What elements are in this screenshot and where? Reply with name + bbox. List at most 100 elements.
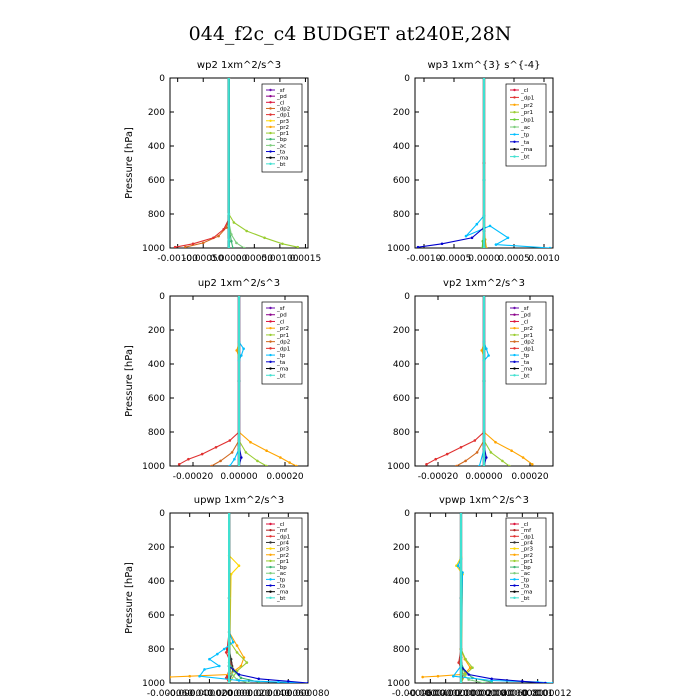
legend-marker-cl [513, 522, 516, 526]
legend-marker-ta [269, 150, 272, 153]
series-point-dp2 [475, 451, 479, 454]
series-point-ac [247, 681, 251, 683]
series-line-ta [417, 78, 485, 248]
legend-label: _bp1 [520, 118, 534, 124]
series-point-tp [216, 652, 219, 656]
series-point-bt [237, 379, 241, 383]
legend-label: _tp [276, 353, 286, 359]
y-tick-label: 1000 [142, 679, 165, 689]
series-point-pr2 [521, 456, 525, 459]
series-point-pr2 [494, 440, 497, 444]
series-point-pr2 [480, 349, 484, 352]
x-tick-label: -0.0005 [437, 254, 472, 264]
legend-label: _bt [520, 373, 530, 379]
series-line-tp [198, 513, 308, 683]
x-tick-label: 0.00100 [261, 254, 298, 264]
legend-label: _cl [276, 100, 285, 106]
legend-marker-ma [513, 148, 516, 151]
legend-box [505, 301, 547, 385]
x-tick-label: 0.00000 [220, 472, 257, 482]
series-point-bp [230, 239, 233, 243]
series-point-pr1 [489, 451, 493, 454]
series-point-bt [237, 296, 241, 298]
y-tick-label: 800 [393, 210, 410, 220]
legend-label: _pr2 [276, 125, 289, 131]
series-point-ac [467, 678, 470, 681]
series-line-dp2 [456, 296, 485, 466]
y-tick-label: 600 [148, 611, 165, 621]
x-tick-label: -0.00100 [157, 254, 198, 264]
legend: _sf_pd_cl_dp2_dp1_pr3_pr2_pr1_bp_ac_ta_m… [261, 83, 303, 173]
x-tick-label: 0.000020 [227, 689, 270, 699]
legend: _cl_dp1 _pr2_pr1 _bp1_ac_tp _ta_ma _bt [505, 83, 547, 167]
legend-label: _ac [276, 571, 286, 577]
series-point-pr1 [263, 236, 266, 240]
legend-marker-pd [513, 313, 516, 316]
series-group [425, 296, 534, 466]
series-point-ta [470, 236, 474, 240]
legend-label: _ta [520, 140, 529, 146]
legend-label: _dp1 [276, 534, 290, 540]
series-point-dp1 [222, 228, 225, 231]
series-point-pr2 [295, 464, 298, 466]
legend-marker-tp [269, 578, 272, 581]
legend-marker-cl [513, 320, 516, 323]
legend-label: _ma [276, 367, 288, 373]
x-tick-label: 0.000040 [247, 689, 290, 699]
legend-label: _mf [276, 528, 288, 534]
series-point-bt [227, 513, 231, 515]
legend-label: _ta [276, 584, 285, 590]
legend-label: _tp [520, 577, 530, 583]
legend-label: _dp2 [276, 106, 290, 112]
legend-box [261, 301, 303, 385]
y-tick-label: 0 [404, 74, 410, 84]
x-tick-label: 0.0001 [522, 689, 554, 699]
legend-marker-bp [269, 565, 272, 569]
series-line-ac [228, 513, 250, 683]
series-point-tp [494, 243, 498, 246]
legend-marker-ac [269, 572, 272, 575]
series-point-dp1 [191, 242, 195, 246]
series-point-tp [551, 681, 553, 683]
x-tick-label: -0.0010 [407, 254, 442, 264]
legend-marker-dp2 [269, 107, 272, 110]
x-tick-label: 0.000000 [208, 689, 251, 699]
x-tick-label: -0.000060 [392, 689, 438, 699]
series-point-dp1 [187, 457, 190, 461]
legend-label: _pr2 [276, 553, 289, 559]
series-point-tp [548, 246, 552, 248]
y-tick-label: 800 [148, 645, 165, 655]
legend-marker-pd [269, 313, 272, 316]
x-tick-label: -0.000040 [407, 689, 453, 699]
series-point-dp1 [173, 245, 177, 248]
series-point-tp [231, 640, 235, 644]
series-line-pr2 [170, 513, 245, 678]
legend-marker-bp [269, 138, 272, 141]
series-group [170, 513, 308, 683]
series-point-pr2 [531, 463, 534, 466]
legend-marker-ma [513, 367, 516, 370]
y-tick-label: 0 [159, 292, 165, 302]
legend-label: _pr1 [276, 559, 289, 565]
panel-vp2: vp2 1xm^2/s^3 0 200 400 600 800 1000 -0.00020 0.… [387, 278, 554, 482]
legend-label: _ta [276, 360, 285, 366]
panel-title: wp3 1xm^{3} s^{-4} [427, 60, 540, 71]
y-tick-label: 0 [404, 509, 410, 519]
y-tick-label: 0 [404, 292, 410, 302]
series-point-pr4 [229, 657, 233, 661]
legend-marker-pd [269, 94, 272, 98]
legend-marker-mf [513, 528, 516, 532]
series-point-ta [240, 456, 243, 459]
legend-label: _sf [520, 306, 530, 312]
legend-marker-sf [269, 306, 272, 310]
series-point-tp [217, 664, 221, 668]
legend-label: _sf [276, 88, 286, 94]
legend: _cl_mf_dp1_pr4_pr3_pr2_pr1_bp_ac_tp_ta_m… [261, 517, 303, 607]
series-point-dp1 [459, 446, 463, 449]
y-tick-label: 800 [148, 428, 165, 438]
series-point-tp [198, 674, 201, 678]
legend-label: _dp1 [276, 346, 290, 352]
series-point-tp [228, 464, 232, 466]
legend-label: _sf [276, 306, 286, 312]
series-point-pr2 [235, 349, 238, 352]
